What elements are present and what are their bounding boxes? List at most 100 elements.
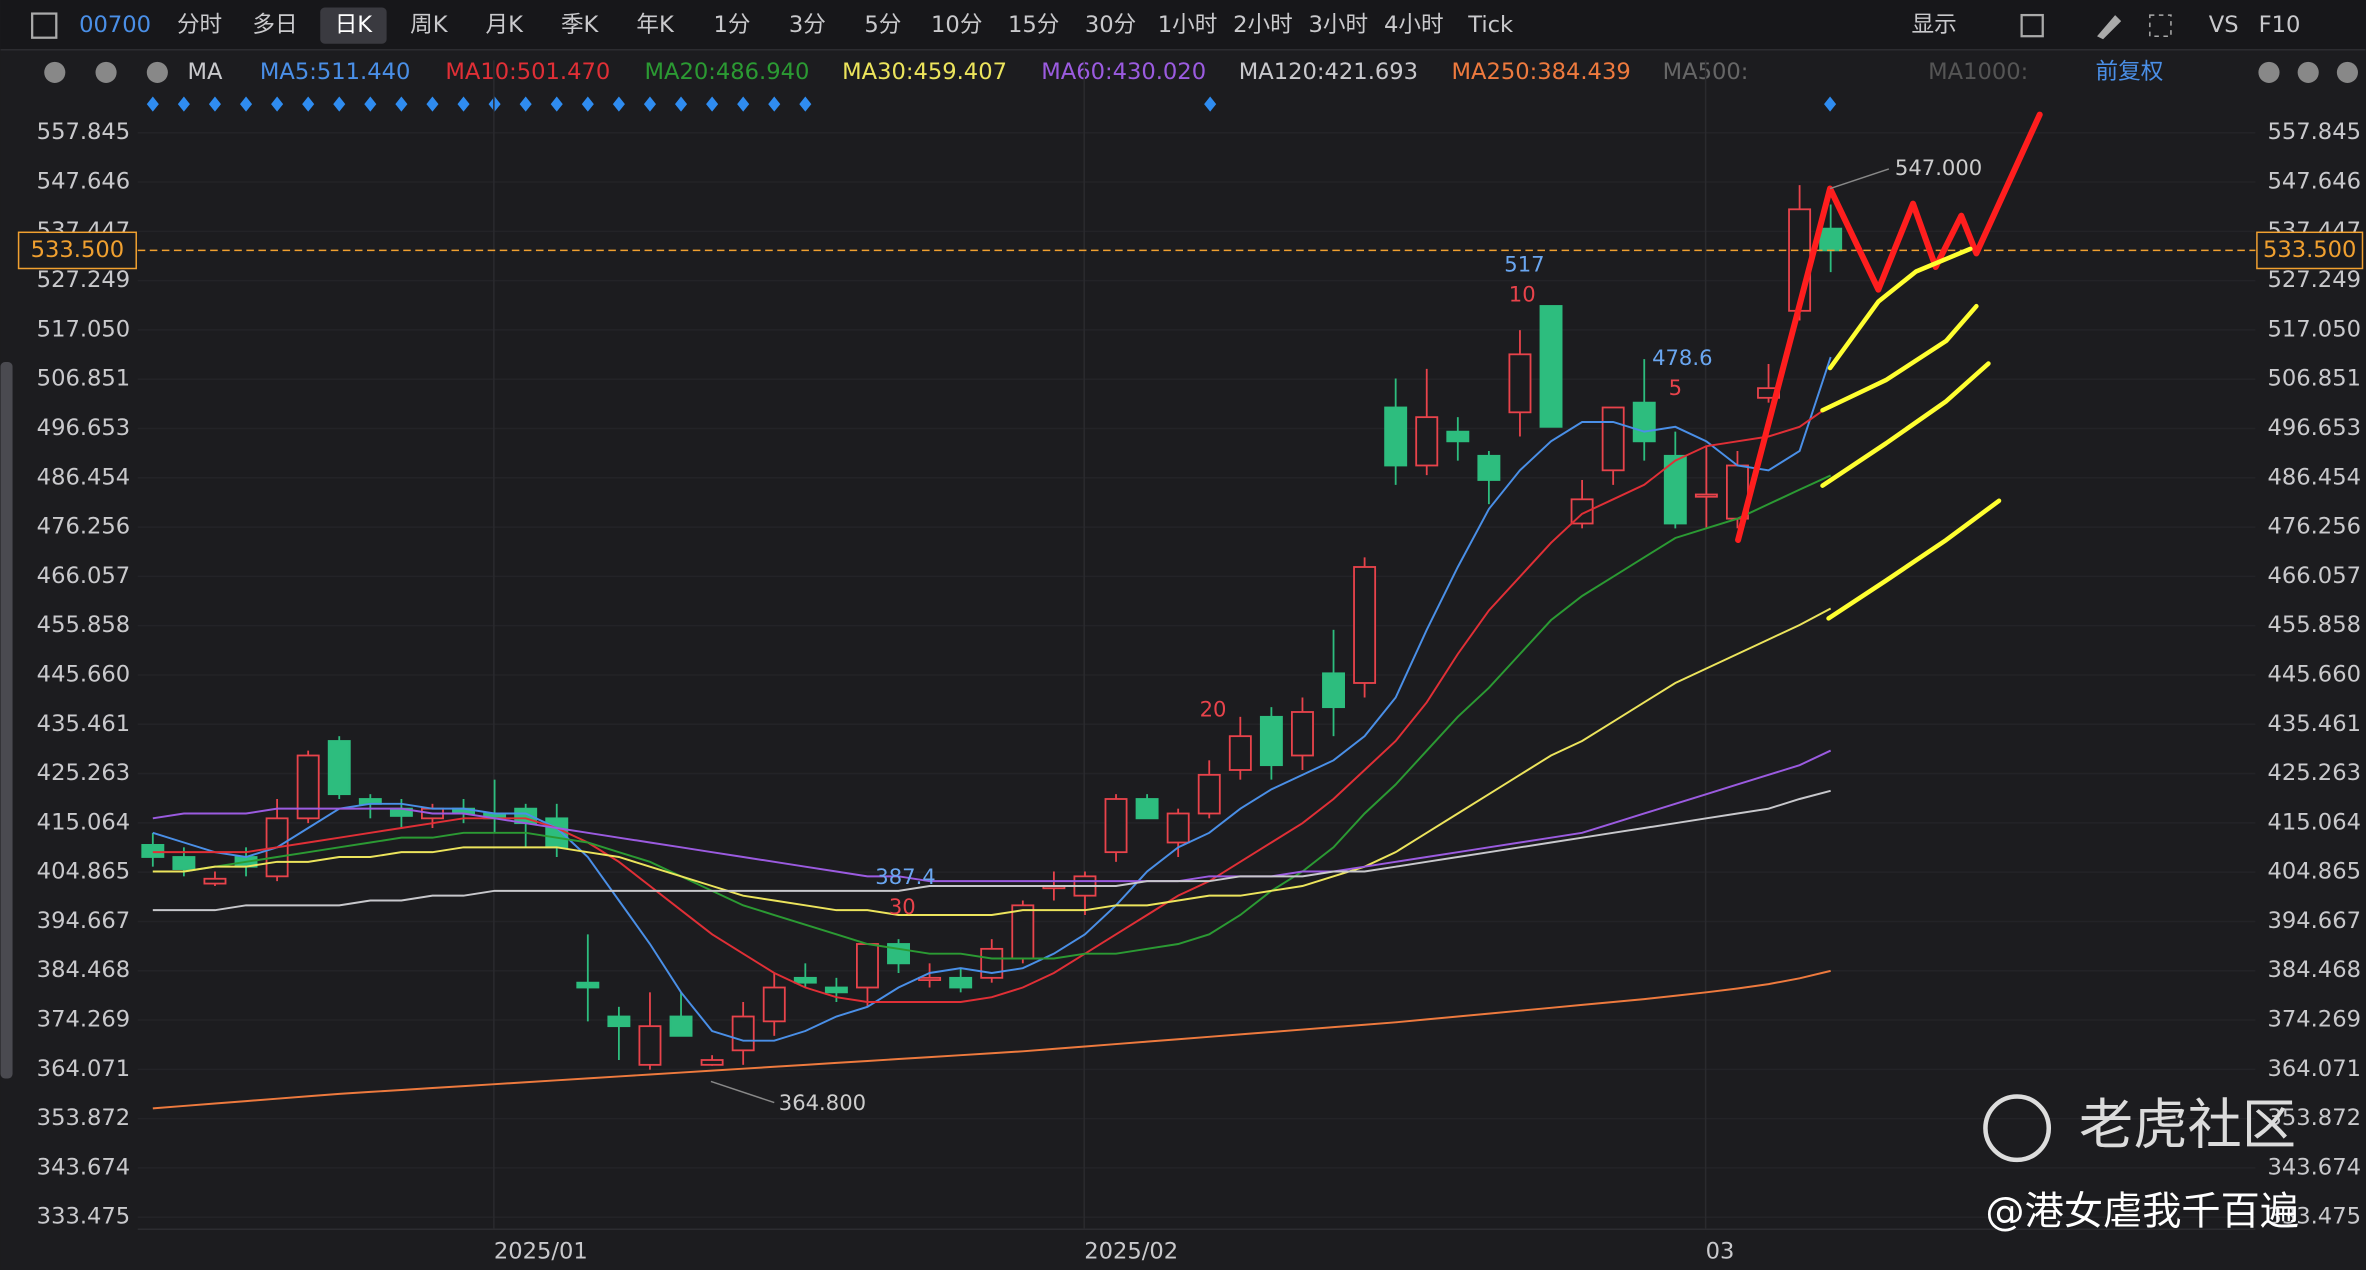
candle-body bbox=[1694, 493, 1718, 498]
y-tick-label: 466.057 bbox=[2267, 563, 2360, 589]
period-tab[interactable]: 10分 bbox=[931, 12, 982, 38]
period-tab[interactable]: 30分 bbox=[1085, 12, 1136, 38]
annotation: 478.6 bbox=[1652, 345, 1712, 370]
candle-body bbox=[638, 1025, 662, 1066]
drawn-line bbox=[1827, 246, 1973, 371]
candle-body bbox=[1135, 798, 1159, 820]
period-tab[interactable]: 15分 bbox=[1008, 12, 1059, 38]
period-tab[interactable]: 季K bbox=[561, 12, 600, 38]
zoom-out-icon[interactable] bbox=[2258, 61, 2280, 83]
y-tick-label: 415.064 bbox=[37, 809, 130, 835]
period-tab[interactable]: 多日 bbox=[252, 12, 297, 38]
toolbar-button[interactable]: 显示 bbox=[1912, 12, 1957, 38]
candle-body bbox=[918, 976, 942, 982]
last-price-label: 533.500 bbox=[31, 237, 124, 263]
fullscreen-icon[interactable] bbox=[2149, 14, 2172, 37]
period-tab[interactable]: Tick bbox=[1467, 12, 1514, 38]
legend-entry[interactable]: MA120:421.693 bbox=[1239, 59, 1418, 85]
y-tick-label: 435.461 bbox=[2267, 711, 2360, 737]
close-icon[interactable] bbox=[146, 61, 168, 83]
sidebar-icon[interactable] bbox=[31, 12, 58, 39]
signal-marker bbox=[550, 96, 563, 112]
y-tick-label: 374.269 bbox=[2267, 1007, 2360, 1033]
drawn-line bbox=[1820, 361, 1991, 488]
candle-body bbox=[1228, 735, 1252, 771]
signal-marker bbox=[364, 96, 377, 112]
signal-marker bbox=[581, 96, 594, 112]
y-tick-label: 435.461 bbox=[37, 711, 130, 737]
ma-label[interactable]: MA bbox=[188, 59, 224, 85]
y-tick-label: 425.263 bbox=[2267, 760, 2360, 786]
candle-body bbox=[607, 1015, 631, 1028]
candle-body bbox=[1104, 798, 1128, 854]
adjust-mode[interactable]: 前复权 bbox=[2096, 59, 2164, 85]
period-tab[interactable]: 3小时 bbox=[1309, 12, 1369, 38]
symbol[interactable]: 00700 bbox=[79, 12, 151, 38]
candle-body bbox=[1632, 401, 1656, 443]
layout-icon[interactable] bbox=[2020, 13, 2044, 38]
y-tick-label: 557.845 bbox=[37, 119, 130, 145]
candle-body bbox=[1259, 715, 1283, 767]
legend-entry[interactable]: MA30:459.407 bbox=[842, 59, 1007, 85]
watermark-brand: 老虎社区 bbox=[2079, 1093, 2296, 1156]
toolbar-button[interactable]: F10 bbox=[2259, 12, 2301, 38]
watermark-logo bbox=[1983, 1094, 2052, 1163]
candle-body bbox=[296, 754, 320, 820]
period-tab[interactable]: 5分 bbox=[864, 12, 901, 38]
period-tab[interactable]: 分时 bbox=[177, 12, 222, 38]
y-tick-label: 384.468 bbox=[2267, 957, 2360, 983]
candle-body bbox=[762, 986, 786, 1023]
ma-inactive[interactable]: MA1000: bbox=[1928, 59, 2028, 85]
candle-body bbox=[1663, 454, 1687, 525]
legend-entry[interactable]: MA60:430.020 bbox=[1041, 59, 1206, 85]
y-tick-label: 547.646 bbox=[2267, 169, 2360, 195]
legend-entry[interactable]: MA10:501.470 bbox=[445, 59, 610, 85]
toolbar-button[interactable]: VS bbox=[2209, 12, 2239, 38]
y-tick-label: 364.071 bbox=[2267, 1056, 2360, 1082]
y-tick-label: 506.851 bbox=[2267, 366, 2360, 392]
period-tab[interactable]: 3分 bbox=[789, 12, 826, 38]
period-tab[interactable]: 2小时 bbox=[1233, 12, 1293, 38]
zoom-in-icon[interactable] bbox=[2336, 61, 2358, 83]
y-tick-label: 415.064 bbox=[2267, 809, 2360, 835]
period-tab[interactable]: 4小时 bbox=[1384, 12, 1444, 38]
signal-marker bbox=[519, 96, 532, 112]
period-tab[interactable]: 1小时 bbox=[1158, 12, 1218, 38]
watermark-user: @港女虐我千百遍 bbox=[1985, 1190, 2299, 1235]
signal-marker bbox=[457, 96, 470, 112]
period-tab[interactable]: 月K bbox=[486, 12, 525, 38]
legend-entry[interactable]: MA20:486.940 bbox=[645, 59, 810, 85]
annotation: 547.000 bbox=[1895, 155, 1982, 180]
settings-icon[interactable] bbox=[44, 61, 66, 83]
annotation-leader bbox=[710, 1080, 775, 1104]
candle-body bbox=[1011, 904, 1035, 960]
zoom-minus-icon[interactable] bbox=[2297, 61, 2319, 83]
ma-line bbox=[152, 356, 1832, 1042]
signal-marker bbox=[271, 96, 284, 112]
scroll-handle[interactable] bbox=[0, 361, 13, 1079]
y-tick-label: 333.475 bbox=[37, 1204, 130, 1230]
candle-body bbox=[980, 947, 1004, 979]
y-tick-label: 374.269 bbox=[37, 1007, 130, 1033]
candle-body bbox=[1353, 566, 1377, 684]
period-tab[interactable]: 周K bbox=[410, 12, 449, 38]
x-tick-label: 2025/02 bbox=[1084, 1238, 1178, 1264]
ma-line bbox=[152, 749, 1832, 883]
annotation: 517 bbox=[1504, 251, 1544, 276]
signal-marker bbox=[1204, 96, 1217, 112]
legend-entry[interactable]: MA5:511.440 bbox=[260, 59, 410, 85]
legend-entry[interactable]: MA250:384.439 bbox=[1451, 59, 1630, 85]
dropdown-icon[interactable] bbox=[95, 61, 117, 83]
ma-line bbox=[152, 969, 1831, 1110]
y-tick-label: 547.646 bbox=[37, 169, 130, 195]
period-tab[interactable]: 日K bbox=[335, 12, 374, 38]
candle-body bbox=[1166, 812, 1190, 844]
period-tab[interactable]: 1分 bbox=[714, 12, 751, 38]
period-tab[interactable]: 年K bbox=[636, 12, 675, 38]
signal-marker bbox=[1824, 96, 1837, 112]
draw-icon[interactable] bbox=[2097, 15, 2122, 40]
annotation: 387.4 bbox=[875, 864, 935, 889]
